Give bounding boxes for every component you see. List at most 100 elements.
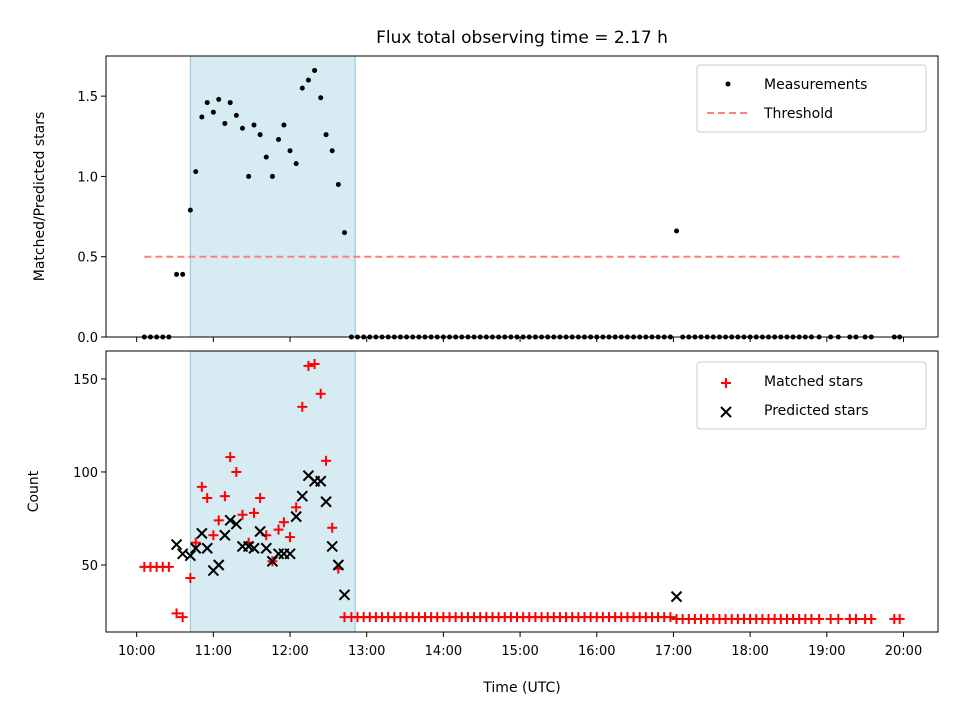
measurement-point xyxy=(227,100,233,106)
measurement-point xyxy=(239,125,245,131)
measurement-point xyxy=(193,169,199,175)
predicted-star-point xyxy=(201,542,213,554)
x-tick-label: 18:00 xyxy=(731,644,768,659)
measurement-point xyxy=(246,173,252,179)
measurement-point xyxy=(674,228,680,234)
x-tick-label: 17:00 xyxy=(655,644,692,659)
predicted-star-point-b xyxy=(196,527,208,540)
measurement-point xyxy=(305,77,311,83)
matched-star-point xyxy=(248,507,259,518)
top-panel: 0.0 0.5 1.0 1.5 Matched/Predicted stars Mea… xyxy=(32,55,939,346)
measurement-point xyxy=(269,173,275,179)
x-tick-label: 20:00 xyxy=(885,644,922,659)
predicted-star-point-b xyxy=(248,542,260,554)
x-tick-label: 16:00 xyxy=(578,644,615,659)
measurement-point xyxy=(318,95,324,101)
predicted-star-point xyxy=(230,518,243,530)
y-tick-label: 1.5 xyxy=(77,90,98,105)
matched-star-point xyxy=(163,561,174,572)
predicted-star-point xyxy=(224,514,236,527)
matched-star-point xyxy=(196,481,207,492)
matched-star-point xyxy=(213,515,224,526)
observing-window-shade-top xyxy=(189,55,356,338)
legend-plus-glyph xyxy=(721,378,731,388)
measurement-point xyxy=(323,132,329,138)
predicted-star-point-b xyxy=(190,542,202,554)
matched-star-point xyxy=(297,401,308,412)
matched-star-point xyxy=(291,502,302,513)
measurement-point xyxy=(276,136,282,142)
predicted-star-point-b xyxy=(302,469,315,482)
measurement-point xyxy=(329,148,335,154)
matched-star-point xyxy=(219,491,230,502)
predicted-star-point-b xyxy=(201,542,213,554)
top-panel-frame xyxy=(105,55,939,338)
matched-star-point xyxy=(255,493,266,504)
predicted-star-point xyxy=(332,559,345,571)
bottom-panel: 50 100 150 10:00 11:00 12:00 13:00 14:00 15:00 16… xyxy=(26,350,939,659)
predicted-star-point-b xyxy=(326,540,338,553)
matched-star-point xyxy=(665,612,676,623)
y-tick-label: 50 xyxy=(81,559,98,574)
matched-star-point xyxy=(273,524,284,535)
bottom-panel-marks xyxy=(139,359,905,624)
measurement-point xyxy=(199,114,205,120)
matched-star-point xyxy=(833,613,844,624)
measurement-point xyxy=(263,154,269,160)
measurement-point xyxy=(312,67,318,73)
measurement-point xyxy=(204,100,210,106)
matched-star-point xyxy=(850,613,861,624)
legend-label-threshold: Threshold xyxy=(763,106,833,122)
measurement-point xyxy=(287,148,293,154)
predicted-star-point-b xyxy=(290,510,302,523)
measurement-point xyxy=(233,112,239,118)
top-panel-ticks: 0.0 0.5 1.0 1.5 xyxy=(77,90,904,346)
measurement-point xyxy=(210,109,216,115)
predicted-star-point xyxy=(260,542,272,554)
legend-label-measurements: Measurements xyxy=(764,77,867,93)
bottom-panel-frame xyxy=(105,350,939,633)
predicted-star-point xyxy=(184,549,197,562)
measurement-point xyxy=(335,181,341,187)
measurement-point xyxy=(174,271,180,277)
legend-label-matched-stars: Matched stars xyxy=(764,374,863,390)
predicted-star-point-b xyxy=(254,525,266,538)
predicted-star-point xyxy=(213,559,225,571)
predicted-star-point xyxy=(190,542,202,554)
predicted-star-point-b xyxy=(296,490,309,502)
measurement-point xyxy=(216,96,222,102)
predicted-star-point xyxy=(290,510,302,523)
x-axis-label: Time (UTC) xyxy=(482,680,560,696)
bottom-panel-legend: Matched stars Predicted stars xyxy=(696,361,927,430)
measurement-point xyxy=(293,161,299,167)
x-tick-label: 15:00 xyxy=(501,644,538,659)
bottom-panel-ticks: 50 100 150 10:00 11:00 12:00 13:00 14:00 15:00 16… xyxy=(73,373,922,659)
predicted-star-point-b xyxy=(670,590,683,603)
matched-star-point xyxy=(814,613,825,624)
predicted-star-point-b xyxy=(224,514,236,527)
predicted-star-point xyxy=(326,540,338,553)
legend-label-predicted-stars: Predicted stars xyxy=(764,403,869,419)
y-tick-label: 150 xyxy=(73,373,98,388)
measurement-point xyxy=(299,85,305,91)
predicted-star-point xyxy=(320,496,332,508)
measurement-point xyxy=(341,230,347,236)
predicted-star-point xyxy=(296,490,309,502)
x-tick-label: 10:00 xyxy=(118,644,155,659)
measurement-point xyxy=(257,132,263,138)
predicted-star-point-b xyxy=(230,518,243,530)
predicted-star-point-b xyxy=(332,559,345,571)
matched-star-point xyxy=(231,466,242,477)
bottom-panel-ylabel: Count xyxy=(26,470,42,512)
matched-star-point xyxy=(190,537,201,548)
chart-title: Flux total observing time = 2.17 h xyxy=(376,28,668,48)
measurement-point xyxy=(281,122,287,128)
matched-star-point xyxy=(327,522,338,533)
legend-box xyxy=(696,64,927,133)
measurement-point xyxy=(222,120,228,126)
predicted-star-point xyxy=(219,529,231,541)
predicted-star-point xyxy=(284,548,296,560)
predicted-star-point xyxy=(315,475,327,487)
predicted-star-point-b xyxy=(242,540,255,553)
predicted-star-point-b xyxy=(219,529,231,541)
